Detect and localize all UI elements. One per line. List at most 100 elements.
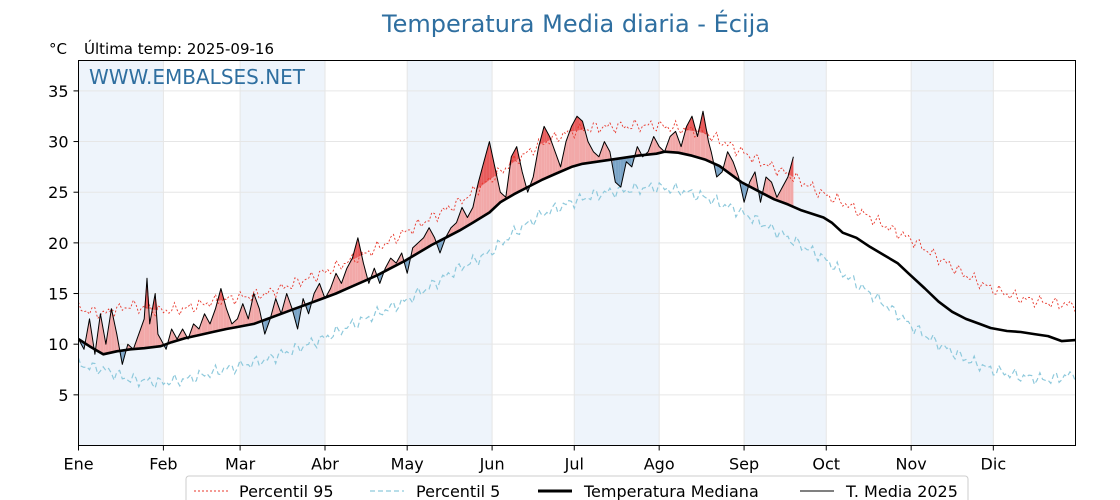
anomaly-above-day-174 <box>552 144 556 176</box>
anomaly-above-day-179 <box>566 133 569 170</box>
anomaly-above-day-138 <box>453 222 457 234</box>
anomaly-above-day-253 <box>768 179 772 198</box>
series-lines <box>77 110 1077 390</box>
anomaly-above-day-246 <box>749 177 753 188</box>
y-unit-label: °C <box>49 40 67 58</box>
month-shade-Sep <box>744 60 827 446</box>
extreme-above-day-182 <box>574 116 577 131</box>
plot-frame <box>78 60 1076 446</box>
chart-title: Temperatura Media diaria - Écija <box>381 9 770 38</box>
anomaly-above-day-145 <box>472 194 476 223</box>
anomaly-above-day-55 <box>226 308 230 329</box>
anomaly-above-day-192 <box>601 141 605 162</box>
anomaly-above-day-35 <box>171 328 175 343</box>
y-tick-label-15: 15 <box>48 285 68 304</box>
anomaly-above-day-141 <box>461 207 465 230</box>
month-shade-Mar <box>240 60 326 446</box>
anomaly-above-day-24 <box>141 318 145 349</box>
x-tick-label-Nov: Nov <box>896 455 927 474</box>
anomaly-above-day-158 <box>508 156 512 198</box>
anomaly-above-day-62 <box>245 311 249 326</box>
anomaly-above-day-176 <box>557 159 561 173</box>
legend-label-current: T. Media 2025 <box>845 482 958 500</box>
anomaly-above-day-59 <box>237 311 241 327</box>
anomaly-above-day-125 <box>418 240 421 253</box>
anomaly-above-day-64 <box>251 293 254 325</box>
anomaly-above-day-189 <box>593 151 597 163</box>
anomaly-below-day-197 <box>615 158 619 185</box>
extreme-above-day-261 <box>790 156 794 178</box>
extreme-above-day-183 <box>577 116 580 131</box>
x-axis: Ene Feb Mar Abr May Jun Jul Ago Sep Oct Nov Dic <box>63 445 1006 474</box>
anomaly-above-day-230 <box>705 126 709 162</box>
anomaly-above-day-216 <box>667 136 671 153</box>
anomaly-above-day-219 <box>675 131 679 153</box>
series-p95-line <box>78 118 1076 320</box>
extreme-above-day-148 <box>481 161 484 187</box>
x-tick-label-Mar: Mar <box>225 455 256 474</box>
anomaly-above-day-175 <box>555 151 558 174</box>
series-current-line <box>78 110 794 365</box>
y-tick-label-20: 20 <box>48 234 68 253</box>
anomaly-above-day-60 <box>240 303 243 327</box>
extreme-above-day-150 <box>486 141 490 183</box>
anomaly-above-day-118 <box>398 253 402 264</box>
anomaly-below-day-80 <box>294 307 298 329</box>
y-tick-label-25: 25 <box>48 183 68 202</box>
anomaly-above-day-252 <box>765 177 769 197</box>
anomaly-above-day-130 <box>431 232 435 245</box>
anomaly-above-day-77 <box>286 293 290 312</box>
anomaly-above-day-27 <box>149 308 153 348</box>
anomaly-above-day-49 <box>209 316 213 333</box>
x-tick-label-May: May <box>391 455 424 474</box>
anomaly-above-day-99 <box>346 263 350 289</box>
anomaly-above-day-38 <box>179 328 183 340</box>
anomaly-above-day-105 <box>363 263 367 282</box>
legend-label-p5: Percentil 5 <box>416 482 500 500</box>
anomaly-above-day-205 <box>637 146 640 156</box>
anomaly-above-day-169 <box>538 136 542 182</box>
anomaly-above-day-194 <box>607 146 610 161</box>
x-tick-label-Feb: Feb <box>149 455 177 474</box>
extreme-above-day-102 <box>355 237 358 259</box>
anomaly-above-day-220 <box>678 139 682 154</box>
anomaly-above-day-222 <box>683 126 687 155</box>
anomaly-above-day-237 <box>724 151 728 172</box>
anomaly-above-day-93 <box>330 280 334 296</box>
anomaly-above-day-22 <box>136 334 139 349</box>
anomaly-above-day-184 <box>579 118 583 165</box>
y-axis: 5 10 15 20 25 30 35 <box>48 82 79 405</box>
y-tick-label-5: 5 <box>58 386 68 405</box>
anomaly-above-day-258 <box>782 182 786 204</box>
anomaly-above-day-47 <box>204 313 208 334</box>
anomaly-above-day-12 <box>108 308 112 354</box>
anomaly-above-day-180 <box>568 126 572 169</box>
legend-box <box>185 475 969 500</box>
anomaly-above-day-104 <box>360 250 364 283</box>
grid-lines <box>78 60 1076 446</box>
extreme-above-day-181 <box>571 121 575 132</box>
anomaly-above-day-66 <box>256 301 260 323</box>
x-tick-label-Jun: Jun <box>479 455 505 474</box>
anomaly-above-day-65 <box>253 293 257 324</box>
anomaly-above-day-126 <box>420 237 424 252</box>
series-p5-line <box>77 180 1077 390</box>
anomaly-above-day-168 <box>535 146 539 183</box>
series-median-line <box>77 150 1076 356</box>
anomaly-above-day-98 <box>344 268 347 290</box>
x-tick-label-Ago: Ago <box>644 455 675 474</box>
anomaly-above-day-8 <box>97 313 101 353</box>
x-tick-label-Oct: Oct <box>812 455 840 474</box>
extreme-above-day-26 <box>146 278 150 309</box>
x-tick-label-Ene: Ene <box>63 455 93 474</box>
anomaly-above-day-39 <box>182 328 186 339</box>
anomaly-above-day-139 <box>456 215 460 233</box>
anomaly-above-day-178 <box>563 141 567 171</box>
x-tick-label-Abr: Abr <box>311 455 339 474</box>
x-tick-label-Jul: Jul <box>564 455 584 474</box>
legend-label-median: Temperatura Mediana <box>583 482 759 500</box>
anomaly-above-day-187 <box>587 141 591 164</box>
month-shade-Ene <box>78 60 164 446</box>
anomaly-above-day-73 <box>275 298 279 316</box>
anomaly-above-day-94 <box>333 273 336 295</box>
